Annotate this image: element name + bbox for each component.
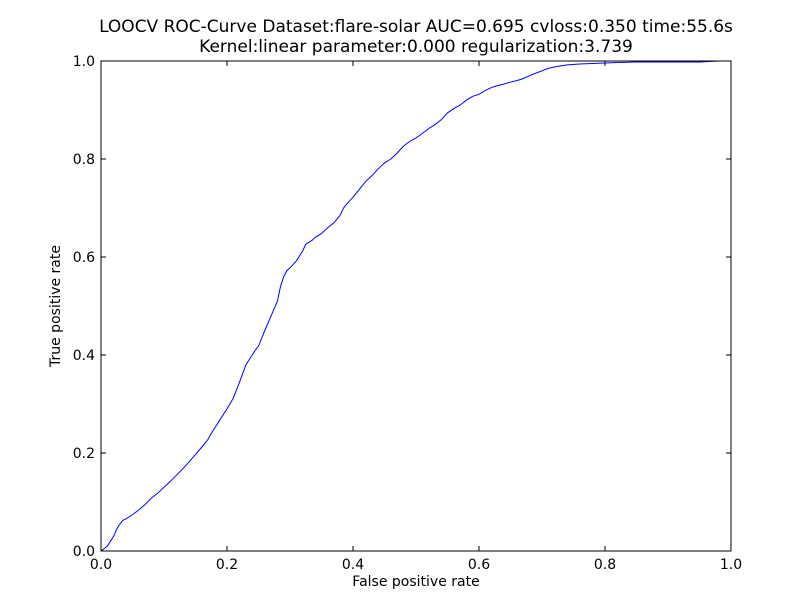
y-tick-label: 0.0	[73, 544, 95, 560]
y-tick-label: 1.0	[73, 54, 95, 70]
y-tick-label: 0.6	[73, 250, 95, 266]
x-axis-label: False positive rate	[352, 574, 479, 590]
y-tick-label: 0.4	[73, 348, 95, 364]
x-tick-label: 0.0	[90, 557, 112, 573]
y-tick-label: 0.8	[73, 152, 95, 168]
chart-title-line-2: Kernel:linear parameter:0.000 regulariza…	[199, 37, 633, 57]
x-tick-label: 0.6	[468, 557, 490, 573]
x-tick-label: 0.2	[216, 557, 238, 573]
roc-curve-line-0	[100, 60, 731, 552]
plot-frame	[100, 60, 732, 552]
x-tick-label: 1.0	[720, 557, 742, 573]
x-tick-label: 0.8	[594, 557, 616, 573]
y-axis-label: True positive rate	[48, 245, 64, 368]
y-tick-label: 0.2	[73, 446, 95, 462]
x-tick-label: 0.4	[342, 557, 364, 573]
chart-title-line-1: LOOCV ROC-Curve Dataset:flare-solar AUC=…	[99, 17, 733, 37]
